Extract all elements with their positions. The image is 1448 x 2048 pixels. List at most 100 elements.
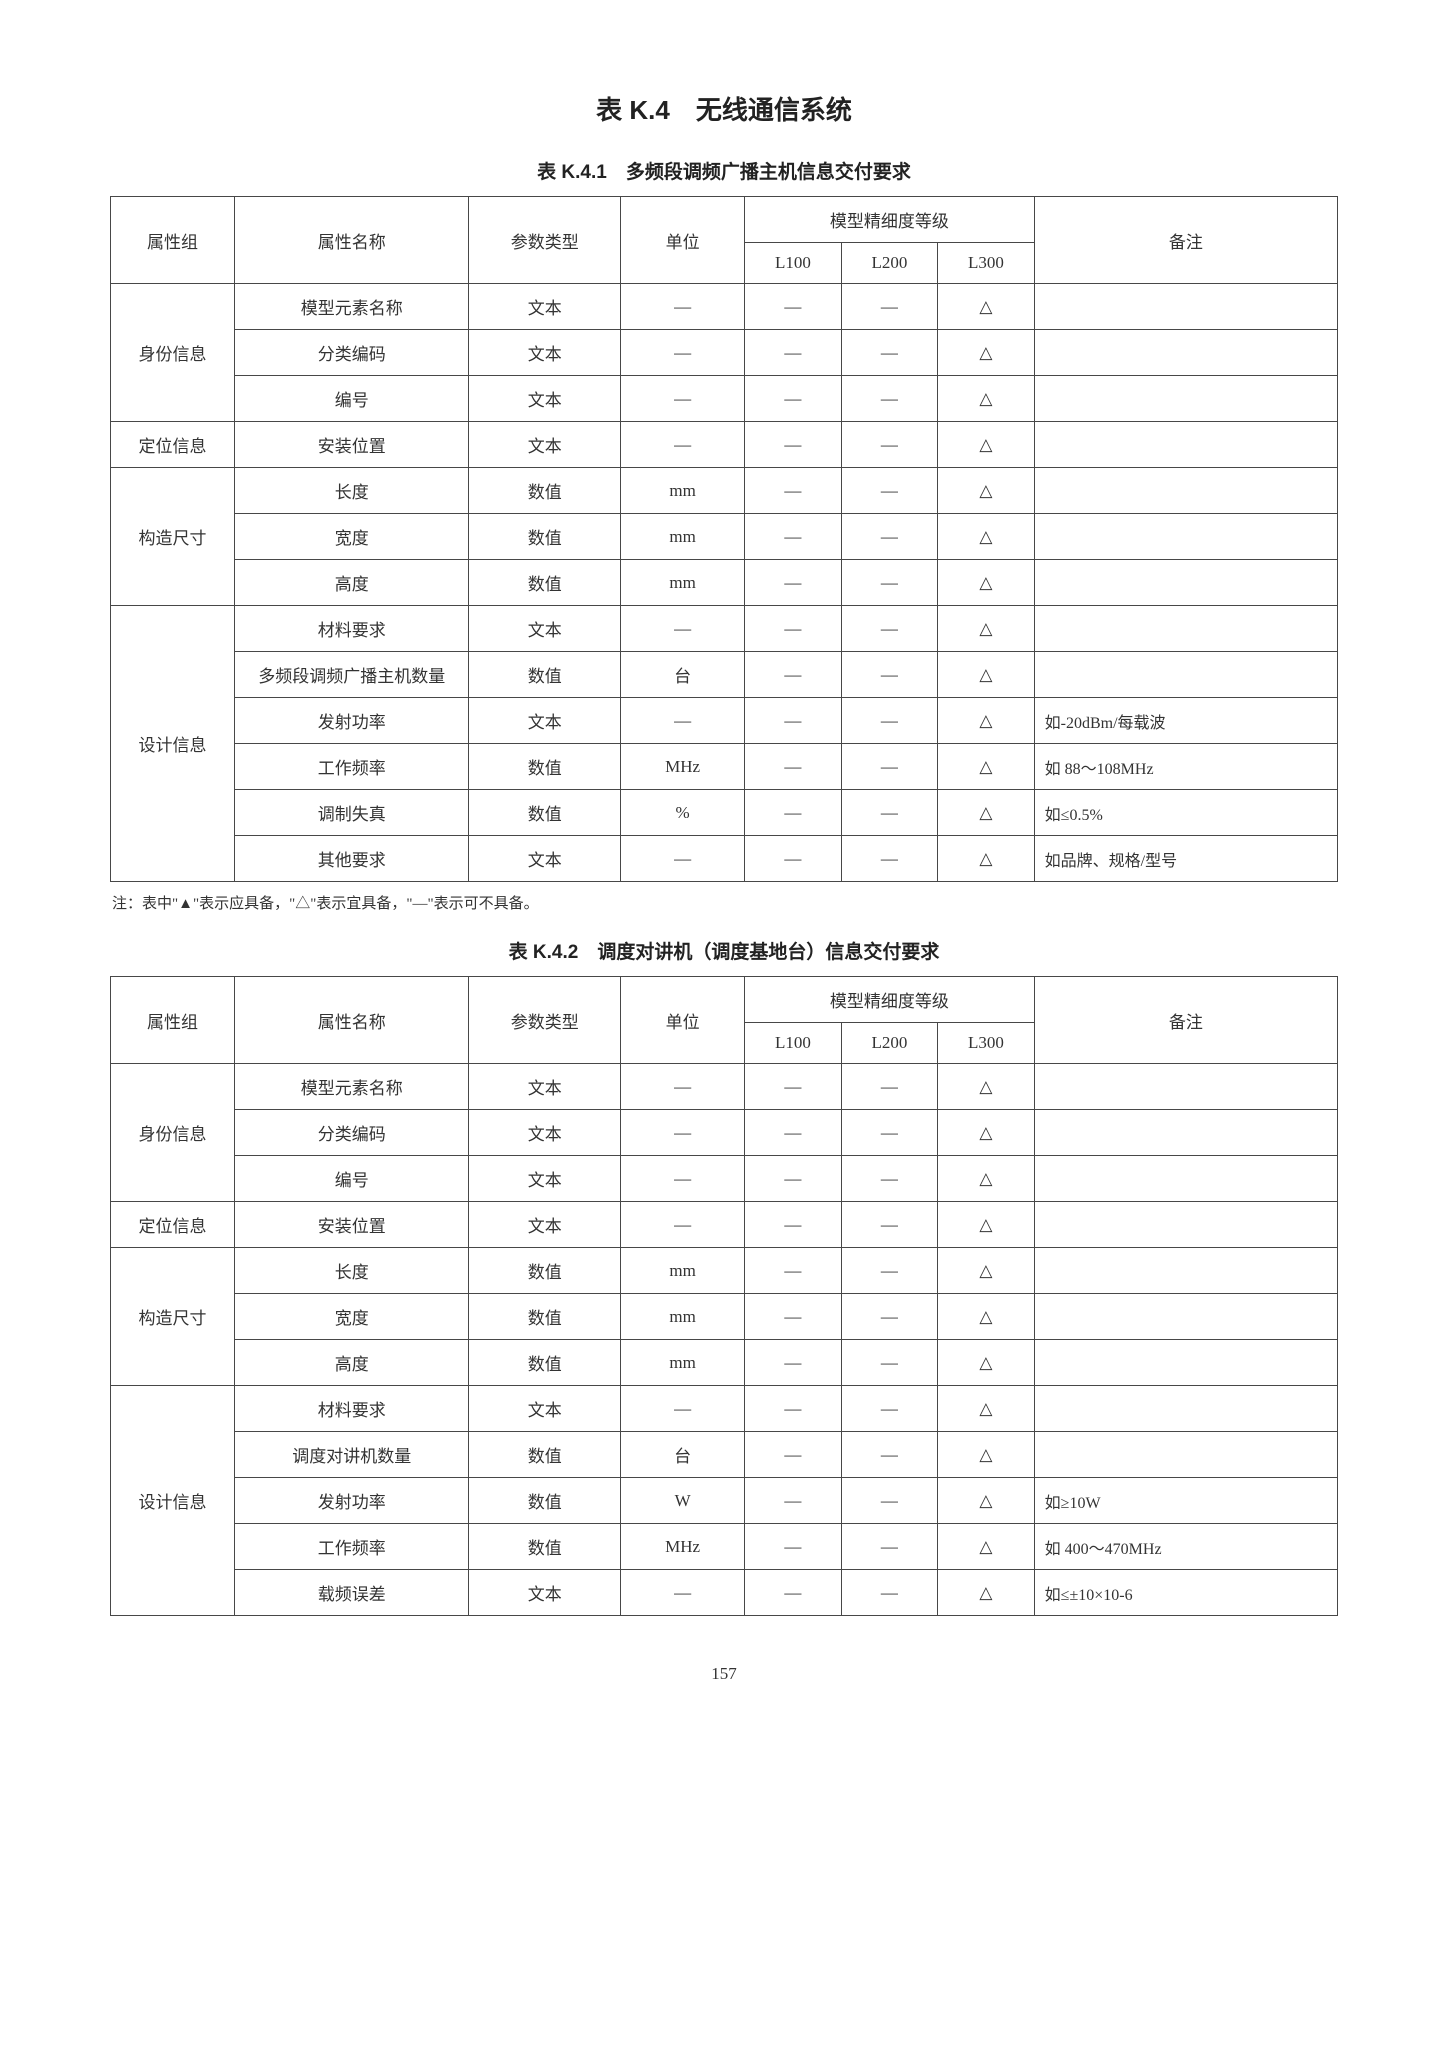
cell: — bbox=[841, 1156, 938, 1202]
cell: — bbox=[841, 1294, 938, 1340]
cell: — bbox=[745, 376, 842, 422]
cell: — bbox=[841, 330, 938, 376]
cell: — bbox=[841, 698, 938, 744]
cell bbox=[1034, 1294, 1337, 1340]
group-cell: 构造尺寸 bbox=[111, 1248, 235, 1386]
cell bbox=[1034, 284, 1337, 330]
cell: 发射功率 bbox=[235, 698, 469, 744]
cell: △ bbox=[938, 330, 1035, 376]
cell: — bbox=[621, 1064, 745, 1110]
cell: — bbox=[621, 1110, 745, 1156]
cell: — bbox=[745, 836, 842, 882]
cell: — bbox=[841, 376, 938, 422]
cell: △ bbox=[938, 1156, 1035, 1202]
col-header: 属性组 bbox=[111, 977, 235, 1064]
col-header: 单位 bbox=[621, 197, 745, 284]
cell: — bbox=[841, 422, 938, 468]
cell: — bbox=[621, 1202, 745, 1248]
cell: — bbox=[745, 514, 842, 560]
cell: 编号 bbox=[235, 376, 469, 422]
cell: △ bbox=[938, 560, 1035, 606]
table-row: 工作频率数值MHz——△如 400～470MHz bbox=[111, 1524, 1338, 1570]
cell bbox=[1034, 514, 1337, 560]
cell: — bbox=[841, 1110, 938, 1156]
cell: 如≥10W bbox=[1034, 1478, 1337, 1524]
cell: 如≤0.5% bbox=[1034, 790, 1337, 836]
cell: △ bbox=[938, 744, 1035, 790]
cell: MHz bbox=[621, 744, 745, 790]
cell: — bbox=[841, 1340, 938, 1386]
cell: 材料要求 bbox=[235, 1386, 469, 1432]
cell: 安装位置 bbox=[235, 422, 469, 468]
cell: △ bbox=[938, 514, 1035, 560]
cell: — bbox=[841, 836, 938, 882]
cell: 长度 bbox=[235, 1248, 469, 1294]
cell: mm bbox=[621, 468, 745, 514]
cell: — bbox=[745, 1110, 842, 1156]
cell bbox=[1034, 468, 1337, 514]
cell: 台 bbox=[621, 1432, 745, 1478]
cell: 工作频率 bbox=[235, 1524, 469, 1570]
table-row: 分类编码文本———△ bbox=[111, 330, 1338, 376]
cell: 文本 bbox=[469, 1386, 621, 1432]
table-row: 宽度数值mm——△ bbox=[111, 1294, 1338, 1340]
cell: 如 88～108MHz bbox=[1034, 744, 1337, 790]
cell: — bbox=[841, 1524, 938, 1570]
cell: 分类编码 bbox=[235, 330, 469, 376]
cell: — bbox=[745, 1156, 842, 1202]
table-row: 发射功率文本———△如-20dBm/每载波 bbox=[111, 698, 1338, 744]
table-row: 发射功率数值W——△如≥10W bbox=[111, 1478, 1338, 1524]
table-row: 宽度数值mm——△ bbox=[111, 514, 1338, 560]
table-row: 设计信息材料要求文本———△ bbox=[111, 1386, 1338, 1432]
cell: 多频段调频广播主机数量 bbox=[235, 652, 469, 698]
page-number: 157 bbox=[110, 1664, 1338, 1684]
group-cell: 设计信息 bbox=[111, 1386, 235, 1616]
cell: 文本 bbox=[469, 1110, 621, 1156]
cell: △ bbox=[938, 1064, 1035, 1110]
cell: 数值 bbox=[469, 1432, 621, 1478]
cell: mm bbox=[621, 514, 745, 560]
cell: 文本 bbox=[469, 422, 621, 468]
cell: 安装位置 bbox=[235, 1202, 469, 1248]
cell bbox=[1034, 376, 1337, 422]
cell: 宽度 bbox=[235, 1294, 469, 1340]
table-row: 工作频率数值MHz——△如 88～108MHz bbox=[111, 744, 1338, 790]
table-title: 表 K.4.2 调度对讲机（调度基地台）信息交付要求 bbox=[110, 937, 1338, 964]
cell bbox=[1034, 606, 1337, 652]
col-header: 备注 bbox=[1034, 197, 1337, 284]
page-title: 表 K.4 无线通信系统 bbox=[110, 90, 1338, 127]
cell: 其他要求 bbox=[235, 836, 469, 882]
cell: △ bbox=[938, 1386, 1035, 1432]
cell: — bbox=[745, 422, 842, 468]
cell: △ bbox=[938, 698, 1035, 744]
cell: — bbox=[745, 1202, 842, 1248]
cell: 编号 bbox=[235, 1156, 469, 1202]
cell: 数值 bbox=[469, 1294, 621, 1340]
cell: △ bbox=[938, 1248, 1035, 1294]
table-row: 编号文本———△ bbox=[111, 376, 1338, 422]
cell: △ bbox=[938, 1478, 1035, 1524]
cell: — bbox=[841, 744, 938, 790]
cell: 数值 bbox=[469, 652, 621, 698]
table-row: 身份信息模型元素名称文本———△ bbox=[111, 284, 1338, 330]
cell: — bbox=[841, 1202, 938, 1248]
cell bbox=[1034, 1202, 1337, 1248]
cell: 数值 bbox=[469, 514, 621, 560]
cell: — bbox=[745, 652, 842, 698]
cell: 如-20dBm/每载波 bbox=[1034, 698, 1337, 744]
cell: — bbox=[745, 1340, 842, 1386]
cell: △ bbox=[938, 284, 1035, 330]
cell: — bbox=[745, 1570, 842, 1616]
group-cell: 定位信息 bbox=[111, 1202, 235, 1248]
col-header: 属性名称 bbox=[235, 197, 469, 284]
cell bbox=[1034, 1248, 1337, 1294]
cell: 文本 bbox=[469, 376, 621, 422]
cell: △ bbox=[938, 652, 1035, 698]
cell: — bbox=[621, 422, 745, 468]
cell: mm bbox=[621, 1248, 745, 1294]
cell: 数值 bbox=[469, 1478, 621, 1524]
cell: 数值 bbox=[469, 1248, 621, 1294]
cell: △ bbox=[938, 1524, 1035, 1570]
spec-table: 属性组属性名称参数类型单位模型精细度等级备注L100L200L300身份信息模型… bbox=[110, 196, 1338, 882]
table-row: 调制失真数值%——△如≤0.5% bbox=[111, 790, 1338, 836]
